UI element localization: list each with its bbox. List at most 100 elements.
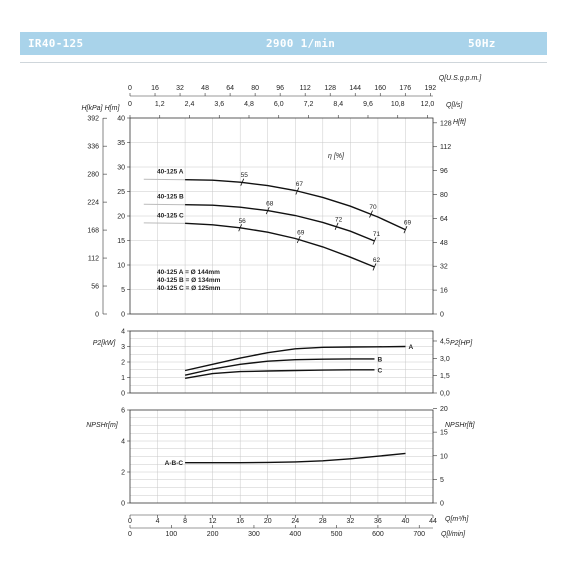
head-ft-tick: 64: [440, 216, 448, 223]
power-hp-tick: 3,0: [440, 356, 450, 363]
head-curve-a: [185, 179, 406, 231]
ls-tick: 10,8: [391, 101, 405, 108]
head-kpa-tick: 0: [95, 312, 99, 319]
head-ft-tick: 80: [440, 192, 448, 199]
npsh-m-tick: 4: [121, 439, 125, 446]
m3h-label: Q[m³/h]: [445, 516, 469, 523]
gpm-tick: 0: [128, 85, 132, 92]
efficiency-value: 72: [335, 216, 343, 223]
head-kpa-tick: 280: [87, 172, 99, 179]
m3h-tick: 16: [236, 518, 244, 525]
ls-tick: 9,6: [363, 101, 373, 108]
head-kpa-tick: 392: [87, 116, 99, 123]
head-curve-c: [185, 222, 375, 268]
m3h-tick: 20: [264, 518, 272, 525]
ls-tick: 12,0: [421, 101, 435, 108]
m3h-tick: 32: [346, 518, 354, 525]
header-banner: IR40-125 2900 1/min 50Hz: [20, 32, 547, 55]
ls-tick: 8,4: [333, 101, 343, 108]
head-ft-tick: 16: [440, 288, 448, 295]
efficiency-label: η [%]: [328, 153, 345, 160]
npsh-m-tick: 2: [121, 470, 125, 477]
m3h-tick: 28: [319, 518, 327, 525]
npsh-ft-tick: 0: [440, 501, 444, 508]
efficiency-tick: [238, 224, 243, 232]
frequency-label: 50Hz: [468, 37, 496, 50]
gpm-tick: 144: [349, 85, 361, 92]
power-kw-tick: 1: [121, 375, 125, 382]
head-kpa-label: H[kPa]: [81, 105, 103, 112]
lmin-tick: 100: [165, 531, 177, 538]
gpm-tick: 64: [226, 85, 234, 92]
head-ft-tick: 32: [440, 264, 448, 271]
efficiency-value: 70: [369, 204, 377, 211]
efficiency-value: 68: [266, 201, 274, 208]
power-hp-label: P2[HP]: [450, 340, 473, 347]
head-m-tick: 40: [117, 116, 125, 123]
power-curve-a: [184, 345, 406, 372]
efficiency-tick: [296, 235, 301, 244]
npsh-curve-label: A-B-C: [165, 460, 184, 467]
lmin-tick: 200: [207, 531, 219, 538]
head-kpa-tick: 336: [87, 144, 99, 151]
head-m-tick: 30: [117, 165, 125, 172]
gpm-tick: 192: [424, 85, 436, 92]
ls-tick: 3,6: [214, 101, 224, 108]
head-curve-label: 40-125 A: [157, 169, 184, 176]
npsh-m-tick: 6: [121, 408, 125, 415]
npsh-ft-tick: 10: [440, 453, 448, 460]
ls-tick: 1,2: [155, 101, 165, 108]
head-ft-tick: 96: [440, 168, 448, 175]
ls-tick: 4,8: [244, 101, 254, 108]
head-m-label: H[m]: [105, 105, 121, 112]
head-curve-label: 40-125 C: [157, 212, 184, 219]
power-curve-label: A: [408, 344, 413, 351]
efficiency-value: 56: [239, 218, 247, 225]
ls-label: Q[l/s]: [446, 102, 463, 109]
power-curve-label: B: [377, 356, 382, 363]
efficiency-tick: [265, 206, 270, 215]
gpm-tick: 128: [324, 85, 336, 92]
efficiency-value: 69: [404, 220, 412, 227]
m3h-tick: 4: [156, 518, 160, 525]
m3h-tick: 40: [402, 518, 410, 525]
power-curve-c: [184, 369, 375, 379]
head-kpa-tick: 168: [87, 228, 99, 235]
power-kw-tick: 2: [121, 360, 125, 367]
npsh-ft-tick: 15: [440, 430, 448, 437]
head-m-tick: 25: [117, 189, 125, 196]
head-ft-tick: 112: [440, 144, 451, 151]
gpm-tick: 16: [151, 85, 159, 92]
power-hp-tick: 1,5: [440, 373, 450, 380]
lmin-tick: 600: [372, 531, 384, 538]
head-ft-tick: 0: [440, 312, 444, 319]
gpm-tick: 160: [374, 85, 386, 92]
gpm-tick: 112: [300, 85, 311, 92]
plot-frame: [129, 409, 434, 504]
power-kw-tick: 3: [121, 344, 125, 351]
efficiency-value: 55: [241, 172, 249, 179]
header-divider: [20, 62, 547, 63]
npsh-m-tick: 0: [121, 501, 125, 508]
gpm-tick: 80: [251, 85, 259, 92]
power-kw-label: P2[kW]: [93, 340, 117, 347]
head-kpa-tick: 112: [88, 256, 99, 263]
lmin-tick: 500: [331, 531, 343, 538]
gpm-tick: 48: [201, 85, 209, 92]
power-curve-b: [184, 358, 375, 376]
ls-tick: 2,4: [185, 101, 195, 108]
m3h-tick: 12: [209, 518, 217, 525]
ls-tick: 6,0: [274, 101, 284, 108]
efficiency-tick: [295, 187, 300, 195]
model-label: IR40-125: [28, 37, 84, 50]
head-ft-label: H[ft]: [453, 119, 467, 126]
m3h-tick: 44: [429, 518, 437, 525]
lmin-label: Q[l/min]: [441, 531, 466, 538]
head-kpa-tick: 224: [87, 200, 99, 207]
ls-tick: 0: [128, 101, 132, 108]
efficiency-tick: [240, 178, 245, 186]
efficiency-value: 67: [296, 181, 304, 188]
gpm-tick: 176: [399, 85, 411, 92]
impeller-note: 40-125 A = Ø 144mm: [157, 269, 220, 276]
